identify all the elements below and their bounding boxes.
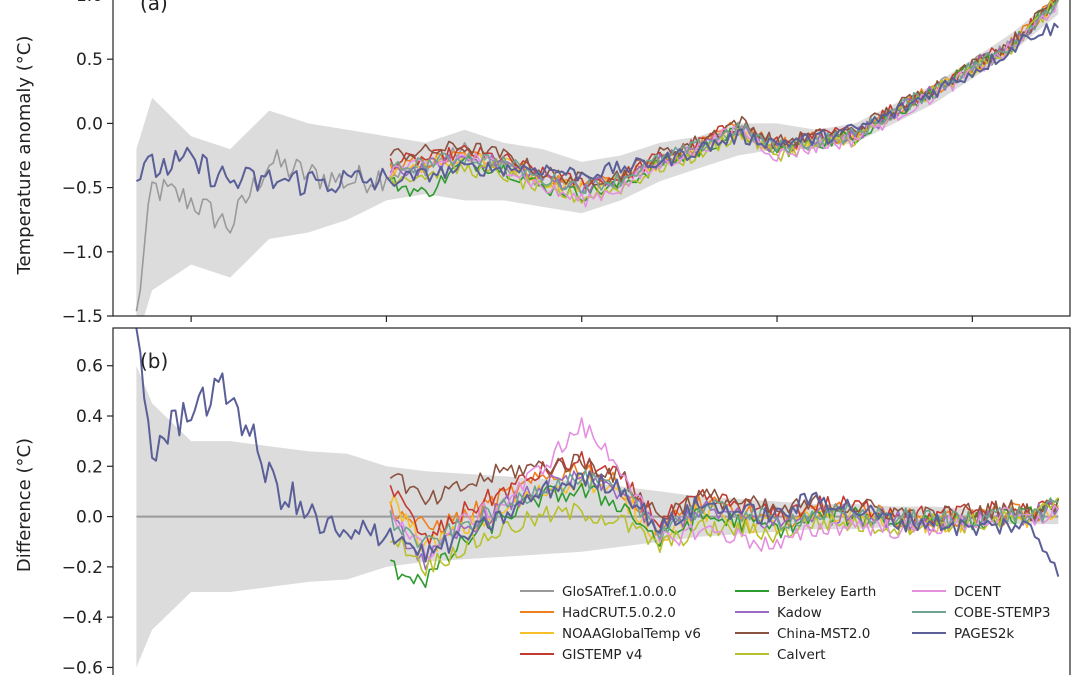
panel-b-y-axis-label: Difference (°C) xyxy=(14,438,35,572)
panel-b-y-axis: −0.6 −0.4 −0.2 0.0 0.2 0.4 0.6 xyxy=(62,357,113,675)
series-glosatref-1-0-0-0 xyxy=(135,0,1058,312)
legend-label: GISTEMP v4 xyxy=(562,647,642,663)
panel-b-label: (b) xyxy=(140,349,168,373)
y-tick-label: 0.0 xyxy=(76,508,103,528)
legend-item: COBE-STEMP3 xyxy=(912,605,1050,621)
y-tick-label: 1.0 xyxy=(76,0,103,6)
panel-a: −1.5 −1.0 −0.5 0.0 0.5 1.0 (a) Temperature an… xyxy=(14,0,1071,327)
legend-label: China-MST2.0 xyxy=(777,626,870,642)
panel-a-y-axis: −1.5 −1.0 −0.5 0.0 0.5 1.0 xyxy=(62,0,113,327)
y-tick-label: −0.2 xyxy=(62,558,103,578)
legend-item: Berkeley Earth xyxy=(735,584,876,600)
panel-b-frame xyxy=(112,327,1071,675)
series-noaaglobaltemp-v6 xyxy=(389,471,1060,552)
y-tick-label: −0.4 xyxy=(62,608,103,628)
series-cobe-stemp3 xyxy=(389,469,1059,549)
legend-item: China-MST2.0 xyxy=(735,626,870,642)
legend-item: GloSATref.1.0.0.0 xyxy=(520,584,677,600)
legend-label: Berkeley Earth xyxy=(777,584,876,600)
y-tick-label: −1.5 xyxy=(62,307,103,327)
panel-a-x-axis xyxy=(190,316,973,322)
series-pages2k xyxy=(135,22,1060,196)
legend-label: Calvert xyxy=(777,647,826,663)
legend-label: GloSATref.1.0.0.0 xyxy=(562,584,677,600)
y-tick-label: 0.0 xyxy=(76,114,103,134)
legend-item: HadCRUT.5.0.2.0 xyxy=(520,605,676,621)
legend-item: DCENT xyxy=(912,584,1001,600)
panel-b: −0.6 −0.4 −0.2 0.0 0.2 0.4 0.6 (b) Difference … xyxy=(14,327,1071,675)
panel-b-plot-area xyxy=(135,328,1060,668)
legend-label: Kadow xyxy=(777,605,822,621)
y-tick-label: 0.5 xyxy=(76,50,103,70)
legend-item: PAGES2k xyxy=(912,626,1014,642)
legend-item: GISTEMP v4 xyxy=(520,647,642,663)
y-tick-label: 0.2 xyxy=(76,457,103,477)
panel-a-plot-area xyxy=(135,0,1060,316)
legend-item: Kadow xyxy=(735,605,822,621)
legend: GloSATref.1.0.0.0 HadCRUT.5.0.2.0 NOAAGlob… xyxy=(520,584,1050,663)
series-cobe-stemp3 xyxy=(389,0,1059,194)
legend-label: PAGES2k xyxy=(954,626,1014,642)
legend-label: COBE-STEMP3 xyxy=(954,605,1050,621)
y-tick-label: 0.4 xyxy=(76,407,103,427)
legend-label: DCENT xyxy=(954,584,1001,600)
y-tick-label: −0.6 xyxy=(62,658,103,675)
y-tick-label: −1.0 xyxy=(62,243,103,263)
y-tick-label: −0.5 xyxy=(62,179,103,199)
legend-item: NOAAGlobalTemp v6 xyxy=(520,626,701,642)
y-tick-label: 0.6 xyxy=(76,357,103,377)
panel-a-frame xyxy=(112,0,1071,317)
series-pages2k xyxy=(135,328,1060,577)
uncertainty-band xyxy=(136,0,1059,316)
panel-a-y-axis-label: Temperature anomaly (°C) xyxy=(14,36,35,276)
legend-item: Calvert xyxy=(735,647,826,663)
panel-a-label: (a) xyxy=(140,0,168,15)
legend-label: HadCRUT.5.0.2.0 xyxy=(562,605,676,621)
legend-label: NOAAGlobalTemp v6 xyxy=(562,626,701,642)
